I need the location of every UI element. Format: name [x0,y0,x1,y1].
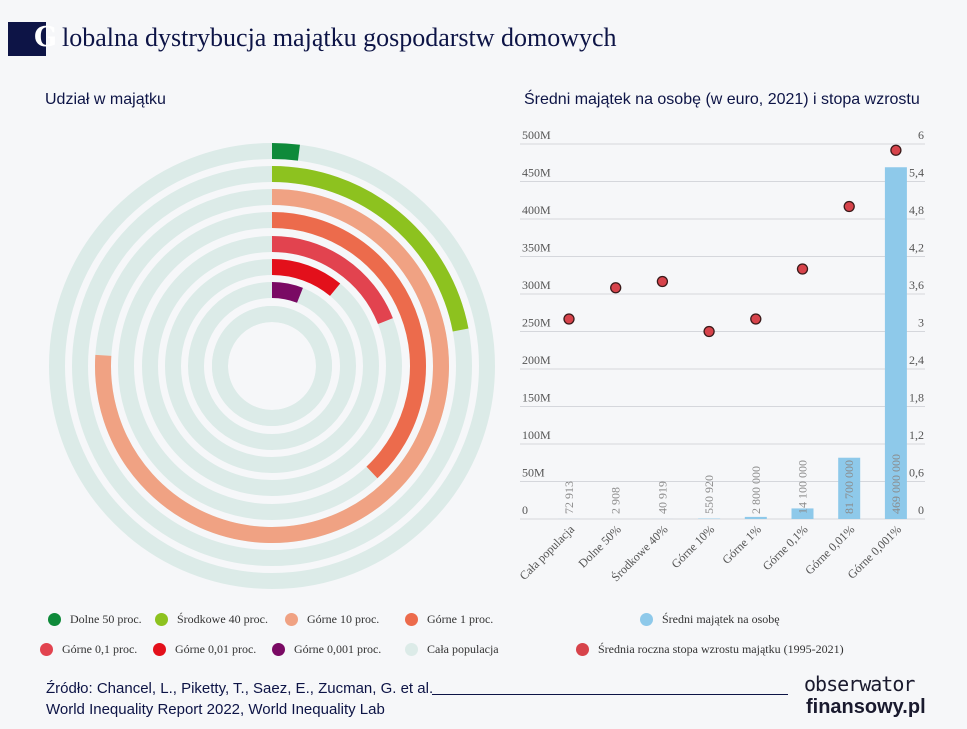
bar [884,167,907,519]
y-right-tick: 3 [918,316,924,330]
y-right-tick: 1,2 [909,428,924,442]
legend-swatch [405,642,418,656]
scatter-point [796,263,809,275]
title-accent-block [8,22,46,56]
scatter-point [703,325,715,338]
divider-line [432,694,788,695]
bar [838,457,861,519]
legend-swatch [40,642,53,656]
legend-swatch [272,642,285,656]
y-left-tick: 200M [522,353,551,367]
bar-value-label: 550 920 [702,475,716,514]
y-left-tick: 400M [522,203,551,217]
scatter-point [656,275,669,288]
y-left-tick: 100M [522,428,551,442]
legend-item: Cała populacja [405,642,499,656]
x-category-label: Dolne 50% [576,522,624,570]
y-right-tick: 2,4 [909,353,924,367]
scatter-point [890,144,902,156]
legend-item: Górne 0,01 proc. [153,642,256,656]
y-left-tick: 450M [522,166,551,180]
logo-line-1: obserwator [804,672,915,696]
legend-label: Górne 0,001 proc. [294,642,382,656]
ring-arc-4 [271,236,393,325]
scatter-point [610,282,622,294]
bar-value-label: 14 100 000 [796,460,810,514]
x-category-label: Cała populacja [517,522,578,583]
bar-value-label: 2 800 000 [749,466,763,514]
bar-value-label: 81 700 000 [842,460,856,514]
legend-item: Górne 0,1 proc. [40,642,137,656]
legend-label: Górne 0,01 proc. [175,642,257,656]
title-initial: G [34,22,58,53]
bar [744,516,767,519]
legend-label: Średnia roczna stopa wzrostu majątku (19… [598,642,844,656]
legend-item: Dolne 50 proc. [48,612,142,626]
y-right-tick: 3,6 [909,278,924,292]
bar-value-label: 469 000 000 [889,454,903,514]
page-title: lobalna dystrybucja majątku gospodarstw … [62,23,617,52]
y-right-tick: 4,2 [909,241,924,255]
legend-item: Górne 0,001 proc. [272,642,381,656]
legend-item: Górne 1 proc. [405,612,493,626]
bar-value-label: 72 913 [562,481,576,514]
bar-value-label: 2 908 [609,487,623,514]
legend-item: Górne 10 proc. [285,612,379,626]
legend-label: Górne 1 proc. [427,612,494,626]
scatter-point [563,313,575,325]
source-line-2: World Inequality Report 2022, World Ineq… [46,701,385,718]
y-left-tick: 250M [522,316,551,330]
legend-label: Średni majątek na osobę [662,612,780,626]
legend-label: Dolne 50 proc. [70,612,142,626]
legend-label: Górne 10 proc. [307,612,380,626]
legend-swatch [285,612,298,626]
y-right-tick: 6 [918,128,924,142]
legend-item-scatter: Średnia roczna stopa wzrostu majątku (19… [576,642,844,656]
x-category-label: Górne 10% [668,522,717,571]
ring-arc-6 [271,282,303,303]
legend-label: Górne 0,1 proc. [62,642,138,656]
y-left-tick: 150M [522,391,551,405]
y-left-tick: 300M [522,278,551,292]
legend-swatch [155,612,168,626]
legend-swatch [640,612,653,626]
y-right-tick: 1,8 [909,391,924,405]
y-right-tick: 4,8 [909,203,924,217]
legend-swatch [576,642,589,656]
bar-chart-title: Średni majątek na osobę (w euro, 2021) i… [524,91,920,108]
legend-swatch [48,612,61,626]
ring-arc-7 [212,306,332,426]
legend-label: Środkowe 40 proc. [177,612,268,626]
legend-swatch [153,642,166,656]
y-right-tick: 0 [918,503,924,517]
y-left-tick: 50M [522,466,545,480]
ring-arc-3 [271,212,426,479]
radial-chart-title: Udział w majątku [45,91,166,108]
y-right-tick: 5,4 [909,166,924,180]
bar-value-label: 40 919 [655,481,669,514]
source-line-1: Źródło: Chancel, L., Piketty, T., Saez, … [46,680,434,697]
y-left-tick: 0 [522,503,528,517]
legend-swatch [405,612,418,626]
y-left-tick: 350M [522,241,551,255]
ring-arc-2 [95,189,449,543]
logo-line-2: finansowy.pl [806,696,926,718]
legend-item: Środkowe 40 proc. [155,612,268,626]
ring-arc-0 [271,143,300,161]
ring-arc-5 [271,259,341,297]
y-left-tick: 500M [522,128,551,142]
x-category-label: Górne 1% [719,522,764,567]
legend-label: Cała populacja [427,642,499,656]
y-right-tick: 0,6 [909,466,924,480]
scatter-point [843,200,855,213]
bar [791,508,814,519]
legend-item-bar: Średni majątek na osobę [640,612,780,626]
ring-arc-1 [271,166,469,332]
scatter-point [750,313,762,325]
